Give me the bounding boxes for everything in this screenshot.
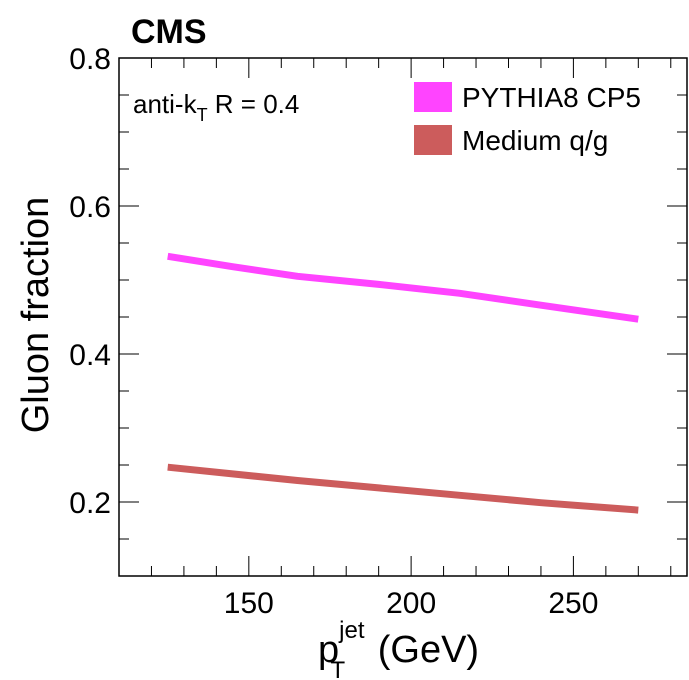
legend: PYTHIA8 CP5 Medium q/g [414, 82, 641, 156]
series-layer [167, 252, 639, 514]
series-line-2 [167, 463, 639, 514]
annotation-rest: R = 0.4 [208, 89, 300, 119]
x-tick-label: 250 [548, 587, 598, 620]
tick-labels: 150 200 250 0.2 0.4 0.6 0.8 [69, 43, 598, 620]
x-tick-label: 200 [386, 587, 436, 620]
y-tick-label: 0.4 [69, 339, 111, 372]
legend-label-1: PYTHIA8 CP5 [462, 82, 641, 113]
experiment-label: CMS [131, 13, 207, 51]
y-axis-title: Gluon fraction [15, 197, 57, 434]
legend-swatch-2 [414, 125, 452, 155]
x-axis-title: pjet T (GeV) [318, 617, 479, 680]
y-tick-label: 0.2 [69, 487, 111, 520]
y-tick-label: 0.6 [69, 191, 111, 224]
annotation-subscript: T [197, 105, 208, 125]
annotation-main: anti-k [133, 89, 198, 119]
x-axis-title-superscript: jet [338, 617, 365, 644]
x-tick-label: 150 [224, 587, 274, 620]
x-axis-title-main: p [318, 629, 339, 671]
series-line-1 [167, 252, 639, 323]
x-axis-title-unit: (GeV) [367, 629, 479, 671]
jet-algorithm-annotation: anti-kT R = 0.4 [133, 89, 299, 125]
legend-label-2: Medium q/g [462, 125, 608, 156]
x-axis-title-subscript: T [331, 657, 346, 680]
y-tick-label: 0.8 [69, 43, 111, 76]
legend-swatch-1 [414, 82, 452, 112]
axis-ticks [118, 57, 687, 577]
